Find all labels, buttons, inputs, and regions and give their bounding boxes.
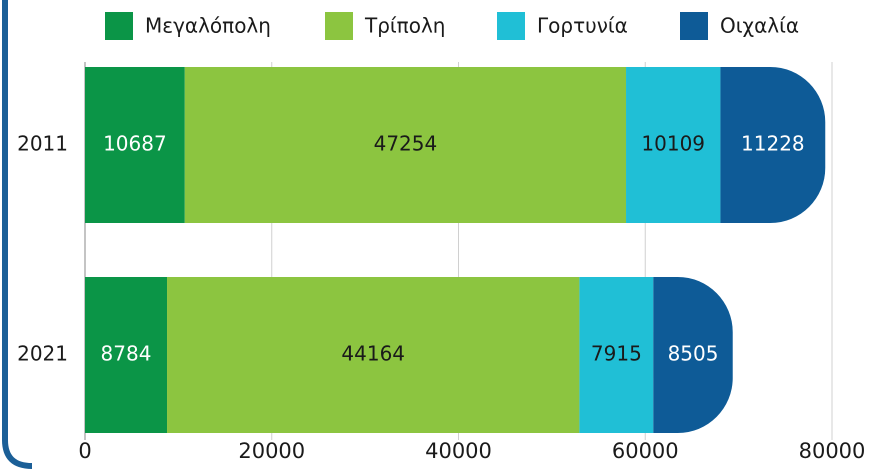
bar-segment [167, 277, 580, 433]
value-label: 7915 [591, 342, 642, 366]
value-label: 47254 [374, 132, 438, 156]
x-tick-label: 20000 [238, 439, 305, 463]
legend-label: Γορτυνία [537, 14, 628, 38]
legend-swatch [105, 12, 133, 40]
bar-segment [653, 277, 733, 433]
frame [2, 0, 33, 469]
legend-label: Τρίπολη [364, 14, 445, 38]
bar-segment [720, 67, 826, 223]
bar-segment [579, 277, 654, 433]
value-label: 10109 [641, 132, 705, 156]
bar-segment [85, 277, 168, 433]
value-label: 44164 [341, 342, 405, 366]
y-tick-label: 2011 [17, 132, 68, 156]
x-tick-label: 60000 [612, 439, 679, 463]
legend-swatch [325, 12, 353, 40]
x-tick-label: 0 [78, 439, 91, 463]
legend-swatch [497, 12, 525, 40]
x-tick-label: 80000 [799, 439, 866, 463]
legend-swatch [680, 12, 708, 40]
legend-label: Μεγαλόπολη [145, 14, 271, 38]
legend-label: Οιχαλία [720, 14, 799, 38]
bar-segment [626, 67, 721, 223]
value-label: 10687 [103, 132, 167, 156]
value-label: 8505 [668, 342, 719, 366]
bar-segment [85, 67, 185, 223]
value-label: 8784 [101, 342, 152, 366]
x-tick-label: 40000 [425, 439, 492, 463]
y-tick-label: 2021 [17, 342, 68, 366]
value-label: 11228 [741, 132, 805, 156]
bar-segment [184, 67, 627, 223]
